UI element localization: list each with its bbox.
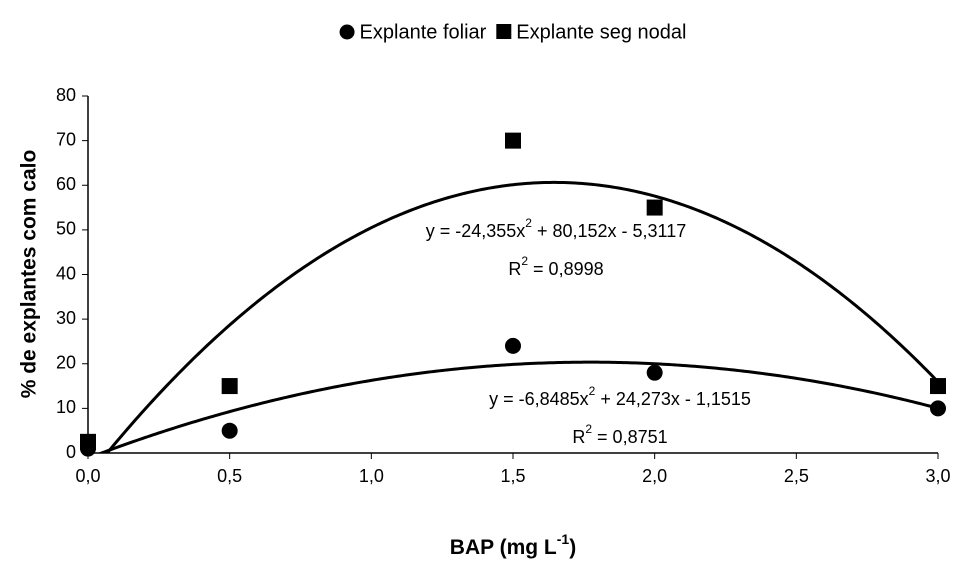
y-tick-label: 60 bbox=[56, 174, 76, 194]
x-tick-label: 2,5 bbox=[784, 466, 809, 486]
point bbox=[505, 132, 521, 149]
equation-sup: 2 bbox=[525, 216, 532, 230]
equation-sup: 2 bbox=[589, 384, 596, 398]
legend-marker bbox=[339, 24, 355, 40]
y-tick-label: 30 bbox=[56, 308, 76, 328]
point bbox=[221, 378, 238, 395]
r2-sup: 2 bbox=[585, 422, 592, 436]
x-tick-label: 3,0 bbox=[925, 466, 950, 486]
x-tick-label: 2,0 bbox=[642, 466, 667, 486]
y-tick-label: 10 bbox=[56, 397, 76, 417]
legend-label: Explante foliar bbox=[360, 21, 487, 43]
r2-sup: 2 bbox=[521, 254, 528, 268]
point bbox=[80, 433, 96, 450]
legend-marker bbox=[496, 24, 512, 39]
point bbox=[505, 337, 521, 354]
x-axis-title-sup: -1 bbox=[557, 531, 570, 547]
y-tick-label: 0 bbox=[66, 442, 76, 462]
r2-text: R bbox=[508, 259, 521, 279]
y-tick-label: 20 bbox=[56, 353, 76, 373]
trendline-r2: R2 = 0,8998 bbox=[508, 254, 603, 279]
equation-rest: + 24,273x - 1,1515 bbox=[595, 389, 751, 409]
y-axis-title: % de explantes com calo bbox=[18, 150, 41, 399]
x-tick-label: 0,5 bbox=[217, 466, 242, 486]
x-axis-title-end: ) bbox=[569, 536, 576, 559]
legend: Explante foliar Explante seg nodal bbox=[339, 21, 686, 43]
legend-label: Explante seg nodal bbox=[516, 21, 686, 43]
x-tick-label: 0,0 bbox=[75, 466, 100, 486]
trendline-equation: y = -24,355x2 + 80,152x - 5,3117 bbox=[426, 216, 687, 241]
point bbox=[221, 422, 238, 439]
point bbox=[646, 364, 663, 381]
x-axis-title: BAP (mg L-1) bbox=[450, 531, 576, 559]
x-tick-label: 1,0 bbox=[359, 466, 384, 486]
x-axis-title-text: BAP (mg L bbox=[450, 536, 557, 559]
y-tick-label: 80 bbox=[56, 85, 76, 105]
r2-rest: = 0,8751 bbox=[592, 427, 668, 447]
point bbox=[930, 378, 946, 395]
trendline-equation: y = -6,8485x2 + 24,273x - 1,1515 bbox=[489, 384, 751, 409]
r2-rest: = 0,8998 bbox=[528, 259, 604, 279]
equation-text: y = -24,355x bbox=[426, 221, 526, 241]
y-tick-label: 50 bbox=[56, 219, 76, 239]
x-tick-label: 1,5 bbox=[500, 466, 525, 486]
point bbox=[646, 199, 663, 216]
trendline-r2: R2 = 0,8751 bbox=[572, 422, 667, 447]
y-tick-label: 70 bbox=[56, 129, 76, 149]
equation-text: y = -6,8485x bbox=[489, 389, 589, 409]
trendline bbox=[105, 180, 938, 453]
r2-text: R bbox=[572, 427, 585, 447]
trendline bbox=[97, 360, 938, 453]
y-tick-label: 40 bbox=[56, 263, 76, 283]
point bbox=[930, 400, 946, 417]
equation-rest: + 80,152x - 5,3117 bbox=[532, 221, 686, 241]
